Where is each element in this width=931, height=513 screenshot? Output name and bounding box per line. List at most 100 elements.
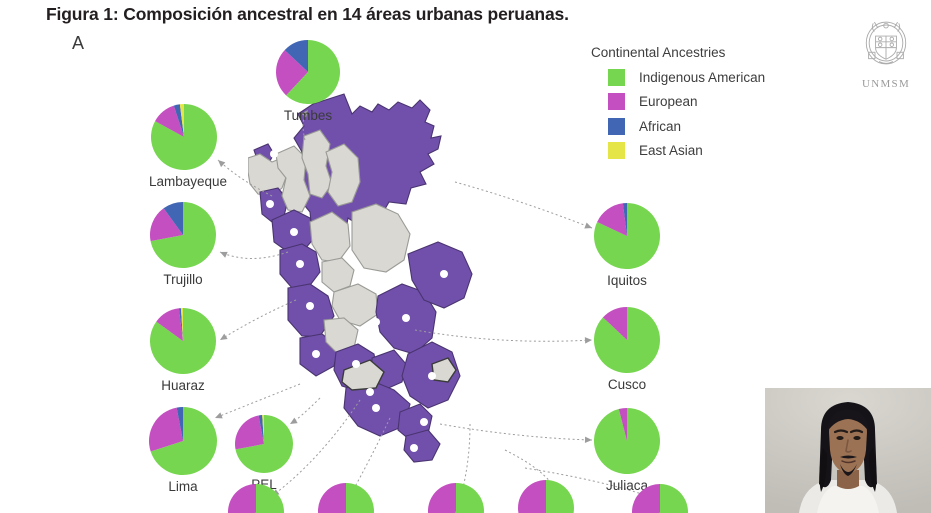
map-city-dot [352, 360, 360, 368]
pie-svg [276, 40, 340, 104]
map-city-dot [372, 404, 380, 412]
pie-chart-lambayeque: Lambayeque [149, 102, 228, 189]
pie-svg [318, 483, 374, 513]
connector-arrowhead [584, 337, 592, 344]
pie-label: Lima [168, 479, 198, 494]
pie-slice [227, 484, 256, 513]
pie-slice [178, 308, 183, 341]
pie-slice [176, 407, 183, 441]
pie-chart-cusco: Cusco [592, 305, 662, 392]
pie-slice [258, 415, 264, 444]
pie-slice [346, 483, 374, 513]
legend-label-african: African [639, 118, 682, 134]
pie-slice [255, 484, 284, 513]
map-city-dot [372, 318, 380, 326]
pie-slice [156, 308, 183, 341]
presenter-video-thumbnail[interactable] [765, 388, 931, 513]
map-city-dot [266, 200, 274, 208]
pie-label: Tumbes [283, 108, 333, 123]
connector-arrowhead [220, 333, 228, 340]
map-region [407, 241, 473, 309]
pie-chart-pie-bottom-2 [316, 481, 376, 513]
pie-svg [150, 308, 216, 374]
legend-title: Continental Ancestries [591, 45, 726, 60]
pie-svg [427, 483, 484, 513]
map-region [309, 211, 351, 263]
map-region [403, 429, 441, 463]
pie-svg [149, 407, 217, 475]
pie-label: Iquitos [607, 273, 647, 288]
pie-chart-juliaca: Juliaca [592, 406, 662, 493]
legend: Continental Ancestries Indigenous Americ… [591, 45, 781, 163]
pie-slice [150, 202, 216, 268]
legend-swatch-indigenous-american [608, 68, 625, 86]
pie-slice [235, 415, 293, 473]
pie-slice [235, 415, 264, 450]
pie-chart-pie-bottom-5 [630, 482, 690, 513]
pie-slice [427, 483, 456, 513]
map-city-dot [410, 444, 418, 452]
pie-svg [235, 415, 293, 473]
legend-label-east-asian: East Asian [639, 143, 703, 159]
pie-chart-iquitos: Iquitos [592, 201, 662, 288]
pie-chart-huaraz: Huaraz [148, 306, 218, 393]
panel-label-a: A [72, 33, 85, 53]
peru-map-svg [248, 93, 473, 463]
map-city-dot [270, 150, 278, 158]
pie-slice [286, 40, 340, 104]
map-region [351, 203, 411, 273]
map-city-dot [449, 186, 457, 194]
legend-label-indigenous-american: Indigenous American [639, 69, 766, 85]
pie-slice [155, 105, 184, 137]
pie-chart-lima: Lima [147, 405, 219, 494]
pie-chart-trujillo: Trujillo [148, 200, 218, 287]
pie-slice [518, 480, 546, 513]
map-city-dot [312, 350, 320, 358]
pie-slice [597, 203, 627, 236]
legend-item-african: African [591, 114, 781, 139]
pie-svg [227, 484, 284, 513]
map-city-dot [428, 372, 436, 380]
pie-slice [150, 407, 217, 475]
logo-text: UNMSM [861, 78, 911, 90]
pie-chart-pel: PEL [233, 413, 295, 492]
map-city-dot [402, 314, 410, 322]
pie-slice [455, 483, 484, 513]
legend-item-indigenous-american: Indigenous American [591, 65, 781, 90]
peru-map [248, 92, 578, 513]
pie-svg [151, 104, 217, 170]
pie-slice [622, 203, 627, 236]
connector-arrowhead [584, 436, 592, 444]
pie-svg [594, 408, 660, 474]
pie-slice [659, 484, 688, 513]
pie-slice [632, 484, 660, 513]
map-region [301, 129, 333, 199]
pie-svg [594, 307, 660, 373]
figure-title: Figura 1: Composición ancestral en 14 ár… [46, 4, 569, 24]
pie-label: Lambayeque [149, 174, 228, 189]
pie-label: Trujillo [163, 272, 203, 287]
pie-chart-pie-bottom-3 [426, 481, 486, 513]
map-region [341, 359, 385, 391]
pie-slice [602, 307, 627, 340]
connector-arrowhead [220, 251, 228, 258]
connector-arrowhead [584, 222, 592, 229]
pie-svg [632, 484, 688, 513]
university-seal-icon [865, 21, 907, 65]
pie-svg [594, 203, 660, 269]
pie-label: Huaraz [161, 378, 205, 393]
unmsm-logo: UNMSM [852, 14, 920, 98]
pie-slice [173, 104, 184, 137]
map-region [325, 143, 361, 207]
pie-slice [149, 407, 183, 452]
pie-slice [262, 415, 264, 444]
pie-slice [318, 483, 346, 513]
pie-slice [546, 480, 574, 513]
map-city-dot [420, 418, 428, 426]
pie-chart-tumbes: Tumbes [274, 38, 342, 123]
map-region [331, 283, 379, 327]
map-city-dot [440, 270, 448, 278]
map-city-dot [296, 260, 304, 268]
pie-slice [284, 40, 308, 72]
